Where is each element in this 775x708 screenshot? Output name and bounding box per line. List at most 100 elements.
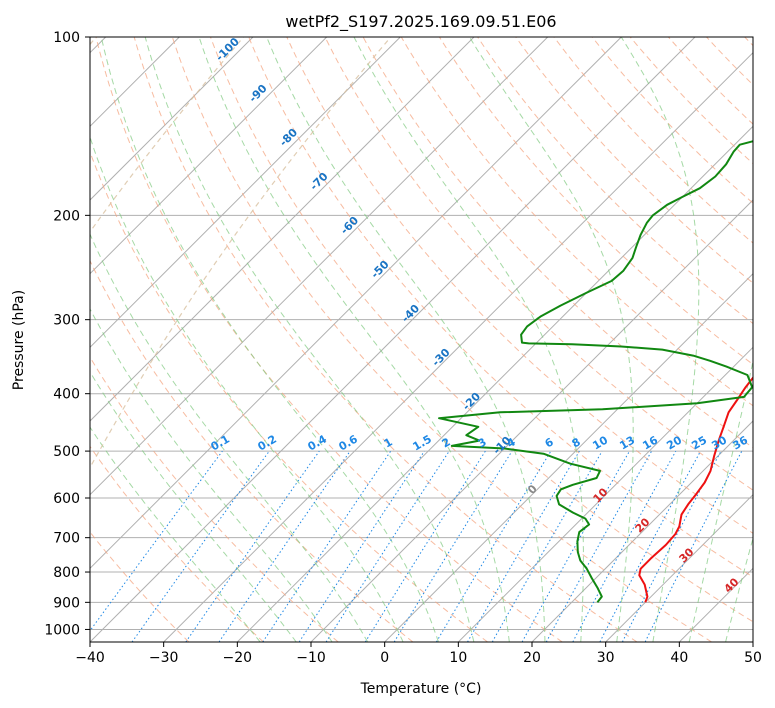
isotherm-line bbox=[90, 37, 475, 422]
mixing-ratio-label: 20 bbox=[664, 433, 684, 452]
dry-adiabat-line bbox=[133, 37, 638, 642]
isotherm-line bbox=[90, 37, 328, 275]
isotherm-line bbox=[90, 37, 254, 201]
mixing-ratio-label: 36 bbox=[730, 433, 750, 452]
x-tick-label: −40 bbox=[75, 650, 105, 666]
moist-adiabat-line bbox=[90, 232, 369, 642]
y-tick-label: 700 bbox=[53, 531, 80, 547]
mixing-ratio-line bbox=[393, 450, 513, 642]
x-tick-label: −10 bbox=[296, 650, 326, 666]
moist-adiabat-line bbox=[353, 37, 584, 642]
mixing-ratio-line bbox=[521, 450, 630, 642]
mixing-ratio-label: 6 bbox=[543, 435, 556, 450]
x-tick-label: 50 bbox=[744, 650, 762, 666]
isotherm-line bbox=[752, 641, 753, 642]
mixing-ratio-line bbox=[325, 450, 450, 642]
mixing-ratio-line bbox=[131, 450, 270, 642]
saturation-arc-line bbox=[90, 37, 392, 469]
mixing-ratio-line bbox=[90, 450, 223, 632]
x-tick-label: 10 bbox=[449, 650, 467, 666]
mixing-ratio-line bbox=[572, 450, 677, 642]
dry-adiabat-line bbox=[553, 37, 753, 244]
x-tick-label: 0 bbox=[380, 650, 389, 666]
saturation-label: -20 bbox=[460, 390, 483, 413]
mixing-ratio-label: 8 bbox=[570, 435, 583, 450]
mixing-ratio-line bbox=[467, 450, 580, 642]
axes-frame bbox=[89, 36, 754, 643]
y-tick-label: 300 bbox=[53, 313, 80, 329]
saturation-label: -80 bbox=[277, 126, 300, 149]
dry-adiabat-line bbox=[210, 37, 753, 623]
x-tick-label: −30 bbox=[149, 650, 179, 666]
mixing-ratio-line bbox=[364, 450, 486, 642]
dry-adiabat-line bbox=[248, 37, 753, 578]
y-tick-label: 200 bbox=[53, 208, 80, 224]
temperature-profile-line bbox=[638, 376, 753, 603]
dry-adiabat-line bbox=[706, 37, 753, 86]
y-tick-label: 400 bbox=[53, 387, 80, 403]
x-axis-label: Temperature (°C) bbox=[360, 681, 482, 697]
mixing-ratio-label: 10 bbox=[590, 433, 610, 452]
mixing-ratio-label: 0.2 bbox=[256, 432, 279, 453]
moist-adiabat-line bbox=[688, 358, 753, 642]
x-tick-label: 40 bbox=[670, 650, 688, 666]
mixing-ratio-line bbox=[435, 450, 552, 642]
isotherm-value-label: 30 bbox=[677, 545, 697, 565]
isotherm-line bbox=[678, 567, 753, 642]
isotherm-line bbox=[90, 37, 549, 496]
moist-adiabat-line bbox=[90, 370, 297, 642]
x-tick-label: 20 bbox=[523, 650, 541, 666]
dry-adiabat-line bbox=[90, 445, 264, 642]
moist-adiabat-line bbox=[725, 536, 753, 642]
saturation-label: -50 bbox=[368, 258, 391, 281]
mixing-ratio-line bbox=[298, 450, 425, 642]
y-tick-label: 600 bbox=[53, 491, 80, 507]
dry-adiabat-line bbox=[171, 37, 712, 642]
isotherm-line bbox=[236, 125, 753, 642]
dewpoint-profile-line bbox=[438, 140, 753, 603]
isotherm-value-label: 20 bbox=[633, 515, 653, 535]
mixing-ratio-label: 1.5 bbox=[411, 432, 434, 453]
x-tick-label: 30 bbox=[597, 650, 615, 666]
saturation-label: -40 bbox=[399, 302, 422, 325]
y-axis: 100 200 300 400 500 600 700 800 900 1000 bbox=[44, 30, 90, 638]
isotherm-line bbox=[457, 346, 753, 642]
isotherm-line bbox=[605, 493, 753, 642]
mixing-ratio-label: 0.1 bbox=[209, 432, 232, 453]
y-tick-label: 900 bbox=[53, 595, 80, 611]
moist-adiabat-line bbox=[266, 37, 546, 642]
mixing-ratio-label: 16 bbox=[640, 433, 660, 452]
mixing-ratio-label: 30 bbox=[709, 433, 729, 452]
dry-adiabat-line bbox=[324, 37, 753, 491]
moist-adiabat-line bbox=[620, 37, 700, 642]
dry-adiabat-line bbox=[400, 37, 753, 407]
mixing-ratio-line bbox=[185, 450, 320, 642]
mixing-ratio-label: 25 bbox=[689, 434, 709, 453]
dry-adiabat-line bbox=[90, 259, 414, 642]
dry-adiabat-line bbox=[477, 37, 753, 325]
y-axis-label: Pressure (hPa) bbox=[11, 290, 27, 390]
y-tick-label: 100 bbox=[53, 30, 80, 46]
isotherm-line bbox=[531, 420, 753, 642]
mixing-ratio-line bbox=[218, 450, 351, 642]
dry-adiabat-line bbox=[515, 37, 753, 284]
dry-adiabat-line bbox=[95, 37, 563, 642]
moist-adiabat-line bbox=[100, 37, 439, 642]
isotherm-line bbox=[90, 37, 401, 349]
saturation-label: -60 bbox=[338, 214, 361, 237]
isotherm-line bbox=[384, 272, 753, 642]
saturation-arc-line bbox=[90, 37, 244, 233]
saturation-label: -30 bbox=[429, 346, 452, 369]
dry-adiabat-line bbox=[362, 37, 753, 449]
moist-adiabat-line bbox=[90, 308, 333, 642]
dry-adiabat-line bbox=[629, 37, 753, 165]
mixing-ratio-label: 13 bbox=[617, 434, 637, 453]
plot-area: -100-90-80-70-60-50-40-30-20-100 10203040… bbox=[90, 37, 753, 642]
isotherm-value-label: 10 bbox=[591, 485, 611, 505]
saturation-label: -90 bbox=[246, 82, 269, 105]
dry-adiabat-line bbox=[591, 37, 753, 204]
moist-adiabat-line bbox=[144, 37, 475, 642]
saturation-label: -70 bbox=[307, 170, 330, 193]
isotherm-line bbox=[90, 37, 622, 570]
